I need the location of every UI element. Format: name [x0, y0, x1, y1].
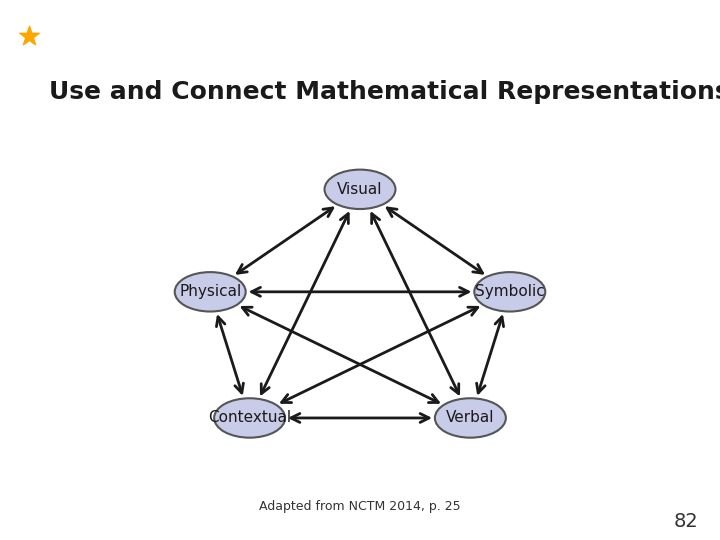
FancyArrowPatch shape	[282, 307, 478, 402]
Text: Contextual: Contextual	[208, 410, 291, 426]
Text: 82: 82	[674, 512, 698, 531]
FancyArrowPatch shape	[477, 317, 503, 393]
Text: Adapted from NCTM 2014, p. 25: Adapted from NCTM 2014, p. 25	[259, 500, 461, 513]
Ellipse shape	[435, 399, 506, 437]
Ellipse shape	[214, 399, 285, 437]
FancyArrowPatch shape	[242, 307, 438, 402]
Text: Physical: Physical	[179, 285, 241, 299]
FancyArrowPatch shape	[372, 214, 459, 394]
FancyArrowPatch shape	[251, 287, 469, 296]
Ellipse shape	[474, 272, 545, 312]
Ellipse shape	[325, 170, 395, 209]
Text: VIRGINIA DEPARTMENT OF EDUCATION: VIRGINIA DEPARTMENT OF EDUCATION	[195, 31, 525, 46]
Text: Visual: Visual	[337, 182, 383, 197]
Text: Use and Connect Mathematical Representations: Use and Connect Mathematical Representat…	[49, 80, 720, 104]
FancyArrowPatch shape	[291, 414, 429, 422]
Text: Symbolic: Symbolic	[475, 285, 544, 299]
Text: Verbal: Verbal	[446, 410, 495, 426]
FancyArrowPatch shape	[217, 317, 243, 393]
Ellipse shape	[175, 272, 246, 312]
FancyArrowPatch shape	[261, 214, 348, 394]
FancyArrowPatch shape	[387, 208, 482, 273]
FancyArrowPatch shape	[238, 208, 333, 273]
